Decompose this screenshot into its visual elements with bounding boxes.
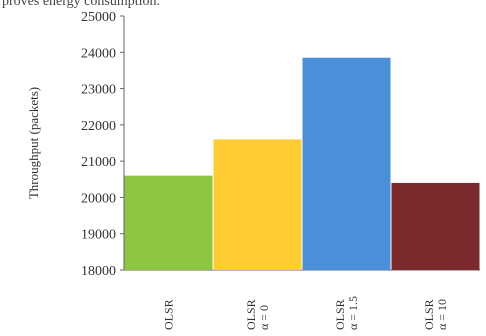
y-axis-label: Throughput (packets) <box>26 87 41 199</box>
y-tick-labels: 18000 19000 20000 21000 22000 23000 24000 25000 <box>81 10 116 279</box>
x-category-label-line: α = 1.5 <box>346 296 360 330</box>
bar-1 <box>213 139 302 270</box>
x-category-label: OLSR α = 1.5 <box>333 296 360 330</box>
x-category-label: OLSR <box>162 299 176 330</box>
x-category-label-line: OLSR <box>333 299 347 330</box>
y-tick-label: 23000 <box>81 83 116 98</box>
x-category-label-line: α = 10 <box>435 299 449 330</box>
chart-bars <box>124 57 480 270</box>
bar-3 <box>391 182 480 270</box>
caption-fragment: proves energy consumption. <box>2 0 160 9</box>
x-category-label-line: α = 0 <box>257 305 271 330</box>
y-tick-label: 25000 <box>81 10 116 25</box>
bar-0 <box>124 175 213 270</box>
bar-2 <box>302 57 391 270</box>
x-category-label-line: OLSR <box>244 299 258 330</box>
x-category-label: OLSR α = 0 <box>244 299 271 330</box>
y-tick-label: 19000 <box>81 228 116 243</box>
x-category-label: OLSR α = 10 <box>422 299 449 330</box>
y-tick-label: 20000 <box>81 191 116 206</box>
y-tick-label: 24000 <box>81 46 116 61</box>
y-tick-label: 21000 <box>81 155 116 170</box>
x-category-label-line: OLSR <box>422 299 436 330</box>
y-tick-label: 22000 <box>81 119 116 134</box>
x-category-labels: OLSR OLSR α = 0 OLSR α = 1.5 OLSR α = 10 <box>162 296 450 330</box>
x-category-label-line: OLSR <box>162 299 176 330</box>
y-tick-label: 18000 <box>81 264 116 279</box>
